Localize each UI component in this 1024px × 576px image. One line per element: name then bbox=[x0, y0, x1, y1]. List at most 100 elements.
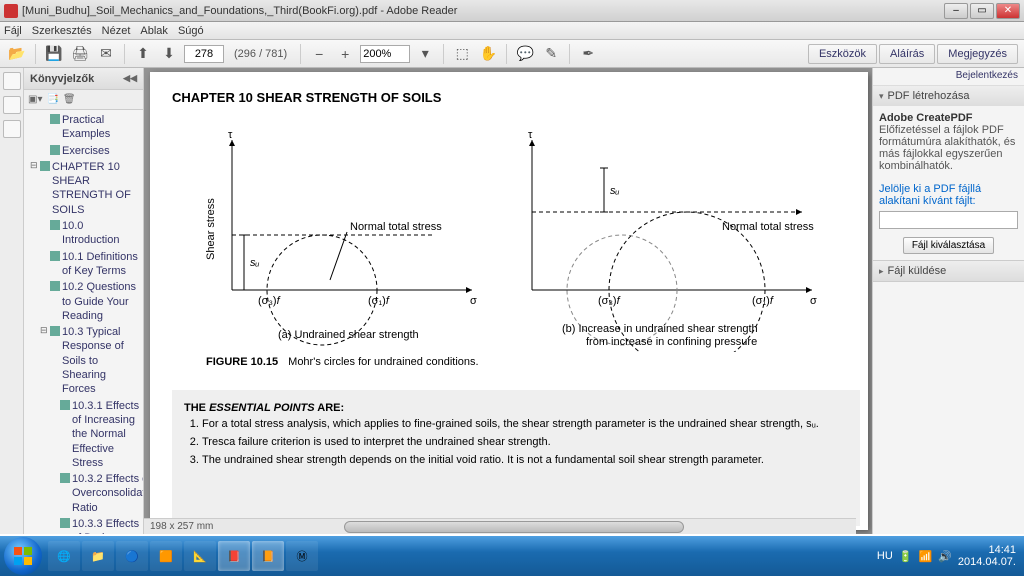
clock-date: 2014.04.07. bbox=[958, 556, 1016, 568]
bookmark-item[interactable]: 10.3.3 Effects of Drainage of Excess Por… bbox=[26, 516, 141, 534]
hand-tool-icon[interactable]: ✋ bbox=[477, 43, 499, 65]
essential-heading: THE ESSENTIAL POINTS ARE: bbox=[184, 398, 848, 414]
menu-view[interactable]: Nézet bbox=[102, 25, 131, 37]
figure-10-15: τ σ Shear stress sᵤ (σ₃)f (σ₁)f Normal t… bbox=[192, 120, 832, 352]
page-down-icon[interactable]: ⬇ bbox=[158, 43, 180, 65]
essential-point: Tresca failure criterion is used to inte… bbox=[202, 436, 848, 450]
maximize-button[interactable]: ▭ bbox=[970, 3, 994, 19]
tools-tab[interactable]: Eszközök bbox=[808, 44, 877, 64]
page-dimensions: 198 x 257 mm bbox=[144, 521, 219, 532]
tray-wifi-icon[interactable]: 📶 bbox=[918, 550, 932, 563]
taskbar-ppt-icon[interactable]: 📙 bbox=[252, 541, 284, 571]
page-content: CHAPTER 10 SHEAR STRENGTH OF SOILS τ σ S… bbox=[150, 72, 868, 530]
create-pdf-body: Adobe CreatePDF Előfizetéssel a fájlok P… bbox=[873, 106, 1024, 260]
horizontal-scrollbar[interactable]: 198 x 257 mm bbox=[144, 518, 856, 534]
bookmark-new-icon[interactable]: 📑 bbox=[46, 94, 58, 105]
create-pdf-title: Adobe CreatePDF bbox=[879, 112, 973, 124]
document-area[interactable]: CHAPTER 10 SHEAR STRENGTH OF SOILS τ σ S… bbox=[144, 68, 872, 534]
start-button[interactable] bbox=[4, 537, 42, 575]
zoom-input[interactable] bbox=[360, 45, 410, 63]
minimize-button[interactable]: – bbox=[944, 3, 968, 19]
svg-text:(σ₃)f: (σ₃)f bbox=[598, 295, 621, 307]
svg-text:τ: τ bbox=[528, 129, 533, 141]
bookmark-item[interactable]: 10.1 Definitions of Key Terms bbox=[26, 249, 141, 280]
tray-lang[interactable]: HU bbox=[877, 550, 893, 562]
file-select-button[interactable]: Fájl kiválasztása bbox=[903, 237, 994, 254]
bookmark-item[interactable]: 10.2 Questions to Guide Your Reading bbox=[26, 279, 141, 324]
menu-window[interactable]: Ablak bbox=[140, 25, 168, 37]
select-tool-icon[interactable]: ⬚ bbox=[451, 43, 473, 65]
taskbar-media-icon[interactable]: 🟧 bbox=[150, 541, 182, 571]
nav-column bbox=[0, 68, 24, 534]
highlight-icon[interactable]: ✎ bbox=[540, 43, 562, 65]
panel-collapse-icon[interactable]: ◀◀ bbox=[123, 73, 137, 84]
zoom-out-icon[interactable]: − bbox=[308, 43, 330, 65]
svg-text:Normal total stress: Normal total stress bbox=[722, 221, 814, 233]
save-icon[interactable]: 💾 bbox=[43, 43, 65, 65]
svg-text:(σ₃)f: (σ₃)f bbox=[258, 295, 281, 307]
sign-tab[interactable]: Aláírás bbox=[879, 44, 935, 64]
create-pdf-header[interactable]: PDF létrehozása bbox=[873, 86, 1024, 106]
scroll-thumb[interactable] bbox=[344, 521, 684, 533]
svg-text:Shear stress: Shear stress bbox=[205, 198, 217, 260]
tray-volume-icon[interactable]: 🔊 bbox=[938, 550, 952, 563]
menu-edit[interactable]: Szerkesztés bbox=[32, 25, 92, 37]
thumbnails-icon[interactable] bbox=[3, 72, 21, 90]
svg-text:(a) Undrained shear strength: (a) Undrained shear strength bbox=[278, 329, 419, 341]
attachments-icon[interactable] bbox=[3, 120, 21, 138]
toolbar: 📂 💾 🖨 ✉ ⬆ ⬇ (296 / 781) − + ▾ ⬚ ✋ 💬 ✎ ✒ … bbox=[0, 40, 1024, 68]
svg-text:τ: τ bbox=[228, 129, 233, 141]
menu-bar: Fájl Szerkesztés Nézet Ablak Súgó bbox=[0, 22, 1024, 40]
bookmarks-title: Könyvjelzők bbox=[30, 73, 94, 85]
send-file-header[interactable]: Fájl küldése bbox=[873, 261, 1024, 281]
open-icon[interactable]: 📂 bbox=[6, 43, 28, 65]
bookmark-opts-icon[interactable]: ▣▾ bbox=[28, 94, 42, 105]
comment-tab[interactable]: Megjegyzés bbox=[937, 44, 1018, 64]
taskbar-chrome-icon[interactable]: 🔵 bbox=[116, 541, 148, 571]
create-pdf-accordion: PDF létrehozása Adobe CreatePDF Előfizet… bbox=[873, 86, 1024, 261]
zoom-in-icon[interactable]: + bbox=[334, 43, 356, 65]
chevron-down-icon[interactable]: ▾ bbox=[414, 43, 436, 65]
taskbar-reader-icon[interactable]: 📕 bbox=[218, 541, 250, 571]
bookmark-item[interactable]: 10.3.2 Effects of Overconsolidation Rati… bbox=[26, 471, 141, 516]
login-link[interactable]: Bejelentkezés bbox=[873, 68, 1024, 86]
title-bar: [Muni_Budhu]_Soil_Mechanics_and_Foundati… bbox=[0, 0, 1024, 22]
mail-icon[interactable]: ✉ bbox=[95, 43, 117, 65]
tray-battery-icon[interactable]: 🔋 bbox=[899, 550, 913, 563]
bookmark-item[interactable]: 10.3.1 Effects of Increasing the Normal … bbox=[26, 398, 141, 471]
bookmark-item[interactable]: 10.0 Introduction bbox=[26, 218, 141, 249]
bookmark-del-icon[interactable]: 🗑 bbox=[63, 94, 76, 105]
taskbar-app-icon[interactable]: Ⓜ bbox=[286, 541, 318, 571]
taskbar-matlab-icon[interactable]: 📐 bbox=[184, 541, 216, 571]
menu-help[interactable]: Súgó bbox=[178, 25, 204, 37]
bookmarks-panel: Könyvjelzők ◀◀ ▣▾ 📑 🗑 Practical Examples… bbox=[24, 68, 144, 534]
send-file-accordion: Fájl küldése bbox=[873, 261, 1024, 282]
bookmarks-icon[interactable] bbox=[3, 96, 21, 114]
essential-point: For a total stress analysis, which appli… bbox=[202, 418, 848, 432]
bookmarks-header: Könyvjelzők ◀◀ bbox=[24, 68, 143, 90]
menu-file[interactable]: Fájl bbox=[4, 25, 22, 37]
close-button[interactable]: ✕ bbox=[996, 3, 1020, 19]
bookmark-item[interactable]: ⊟10.3 Typical Response of Soils to Shear… bbox=[26, 324, 141, 397]
svg-text:(b) Increase in undrained shea: (b) Increase in undrained shear strength bbox=[562, 323, 758, 335]
clock[interactable]: 14:41 2014.04.07. bbox=[958, 544, 1016, 568]
svg-text:(σ₁)f: (σ₁)f bbox=[752, 295, 774, 307]
print-icon[interactable]: 🖨 bbox=[69, 43, 91, 65]
main-area: Könyvjelzők ◀◀ ▣▾ 📑 🗑 Practical Examples… bbox=[0, 68, 1024, 534]
svg-text:from increase in confining pre: from increase in confining pressure bbox=[586, 336, 757, 348]
svg-text:σ: σ bbox=[810, 295, 817, 307]
file-select-input[interactable] bbox=[879, 211, 1018, 229]
sign-icon[interactable]: ✒ bbox=[577, 43, 599, 65]
page-up-icon[interactable]: ⬆ bbox=[132, 43, 154, 65]
page-number-input[interactable] bbox=[184, 45, 224, 63]
taskbar-ie-icon[interactable]: 🌐 bbox=[48, 541, 80, 571]
taskbar-explorer-icon[interactable]: 📁 bbox=[82, 541, 114, 571]
page-total-label: (296 / 781) bbox=[234, 48, 287, 60]
bookmark-item[interactable]: Practical Examples bbox=[26, 112, 141, 143]
create-pdf-link[interactable]: Jelölje ki a PDF fájllá alakítani kívánt… bbox=[879, 183, 981, 207]
essential-points-box: THE ESSENTIAL POINTS ARE: For a total st… bbox=[172, 390, 860, 526]
comment-icon[interactable]: 💬 bbox=[514, 43, 536, 65]
bookmark-item[interactable]: ⊟CHAPTER 10 SHEAR STRENGTH OF SOILS bbox=[26, 159, 141, 218]
create-pdf-desc: Előfizetéssel a fájlok PDF formátumúra a… bbox=[879, 124, 1015, 172]
bookmark-item[interactable]: Exercises bbox=[26, 143, 141, 159]
